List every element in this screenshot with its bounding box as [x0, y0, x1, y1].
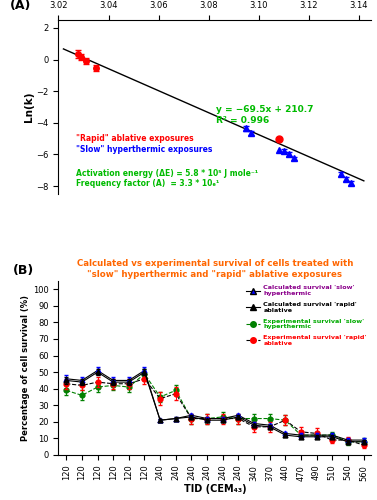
Text: "Slow" hyperthermic exposures: "Slow" hyperthermic exposures	[76, 145, 212, 154]
Y-axis label: Percentage of cell survival (%): Percentage of cell survival (%)	[21, 295, 30, 441]
Text: (B): (B)	[13, 264, 34, 276]
X-axis label: TID (CEM₄₃): TID (CEM₄₃)	[184, 484, 246, 494]
Text: (A): (A)	[10, 0, 31, 12]
Text: "Rapid" ablative exposures: "Rapid" ablative exposures	[76, 134, 193, 143]
Title: Calculated vs experimental survival of cells treated with
"slow" hyperthermic an: Calculated vs experimental survival of c…	[77, 258, 353, 279]
Y-axis label: Ln(k): Ln(k)	[23, 92, 34, 122]
Text: Activation energy (ΔE) = 5.8 * 10⁵ J mole⁻¹
Frequency factor (A)  = 3.3 * 10ₑ¹: Activation energy (ΔE) = 5.8 * 10⁵ J mol…	[76, 168, 258, 188]
Legend: Calculated survival 'slow'
hyperthermic, Calculated survival 'rapid'
ablative, E: Calculated survival 'slow' hyperthermic,…	[245, 284, 368, 347]
Text: y = −69.5x + 210.7
R² = 0.996: y = −69.5x + 210.7 R² = 0.996	[216, 106, 314, 125]
